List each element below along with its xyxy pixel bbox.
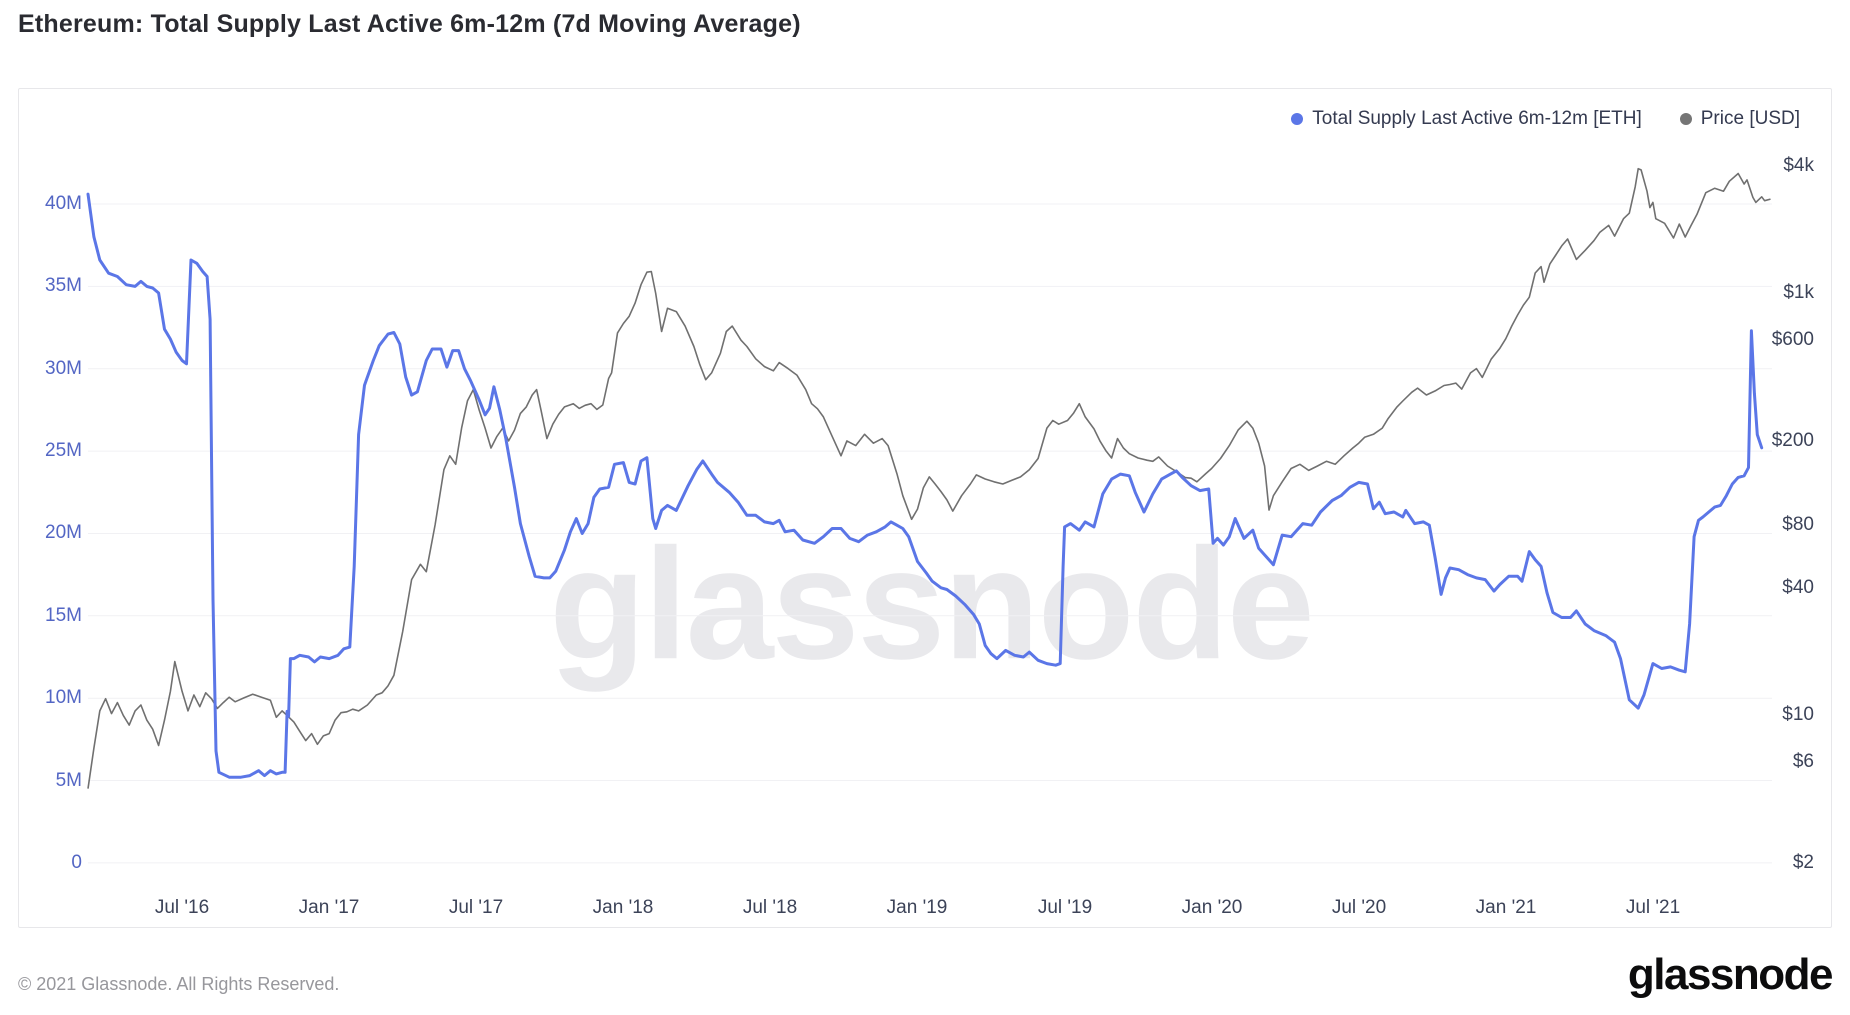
page-title: Ethereum: Total Supply Last Active 6m-12… <box>18 10 801 38</box>
y-left-tick-label: 15M <box>45 604 82 626</box>
x-tick-label: Jan '17 <box>298 897 360 918</box>
y-right-tick-label: $4k <box>1783 155 1814 177</box>
y-left-tick-label: 40M <box>45 193 82 214</box>
y-right-tick-label: $200 <box>1771 429 1814 451</box>
footer-copyright: © 2021 Glassnode. All Rights Reserved. <box>18 974 340 994</box>
x-tick-label: Jul '21 <box>1625 897 1681 918</box>
legend: Total Supply Last Active 6m-12m [ETH] Pr… <box>1291 108 1800 130</box>
supply-line[interactable] <box>86 192 1764 779</box>
y-right-tick-label: $2 <box>1792 851 1814 873</box>
glassnode-logo: glassnode <box>1627 950 1834 999</box>
y-left-tick-label: 35M <box>45 275 82 297</box>
y-left-tick-label: 20M <box>45 522 82 544</box>
y-right-tick-label: $600 <box>1771 329 1814 351</box>
x-tick-label: Jul '19 <box>1037 897 1093 918</box>
x-tick-label: Jul '20 <box>1331 897 1387 918</box>
y-right-tick-label: $6 <box>1792 751 1814 773</box>
y-left-tick-label: 30M <box>45 357 82 379</box>
y-left-tick-label: 25M <box>45 440 82 462</box>
x-tick-label: Jan '18 <box>592 897 654 918</box>
x-tick-label: Jul '17 <box>448 897 504 918</box>
x-tick-label: Jul '18 <box>742 897 798 918</box>
y-left-tick-label: 10M <box>45 687 82 709</box>
legend-dot-price-icon <box>1679 113 1692 125</box>
legend-item-price[interactable]: Price [USD] <box>1679 108 1800 130</box>
y-right-tick-label: $40 <box>1782 577 1814 599</box>
y-right-tick-label: $80 <box>1782 513 1814 535</box>
legend-dot-supply-icon <box>1291 113 1304 125</box>
y-right-tick-label: $10 <box>1782 704 1814 726</box>
x-tick-label: Jan '20 <box>1181 897 1243 918</box>
x-tick-label: Jan '21 <box>1475 897 1537 918</box>
legend-label-price: Price [USD] <box>1700 108 1800 129</box>
legend-label-supply: Total Supply Last Active 6m-12m [ETH] <box>1312 108 1642 129</box>
legend-item-supply[interactable]: Total Supply Last Active 6m-12m [ETH] <box>1291 108 1642 130</box>
y-left-tick-label: 0 <box>71 851 82 873</box>
x-tick-label: Jan '19 <box>886 897 948 918</box>
y-left-tick-label: 5M <box>55 769 82 791</box>
price-line[interactable] <box>87 167 1771 789</box>
glassnode-watermark: glassnode <box>549 516 1314 693</box>
y-right-tick-label: $1k <box>1783 282 1814 304</box>
x-tick-label: Jul '16 <box>154 897 210 918</box>
chart-card: glassnode <box>18 88 1832 928</box>
